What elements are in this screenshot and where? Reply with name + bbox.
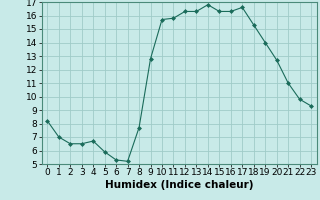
X-axis label: Humidex (Indice chaleur): Humidex (Indice chaleur) [105, 180, 253, 190]
